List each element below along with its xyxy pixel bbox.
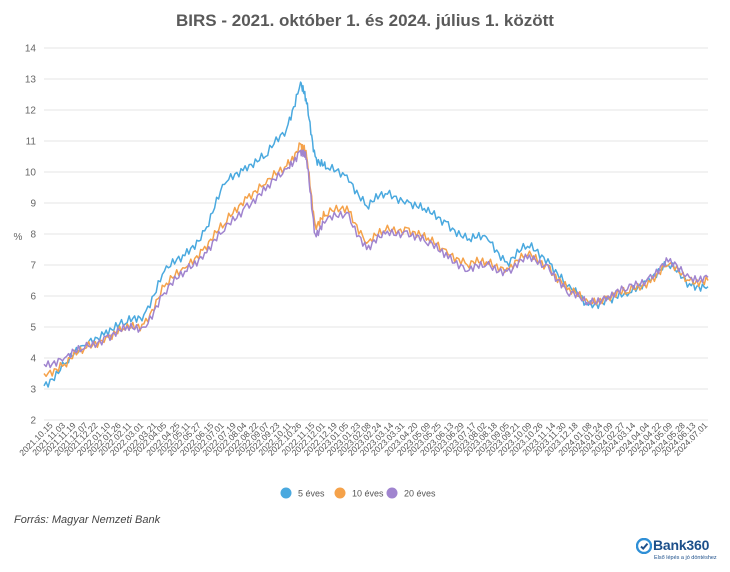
grid — [44, 47, 708, 421]
series-line-3 — [43, 149, 709, 369]
y-tick-label: 3 — [30, 385, 36, 396]
y-tick-label: 8 — [30, 230, 36, 241]
y-tick-label: 10 — [25, 168, 37, 179]
brand-logo: Bank360 Első lépés a jó döntéshez — [636, 536, 717, 564]
series-line-2 — [43, 142, 709, 378]
y-axis-label: % — [14, 232, 23, 243]
brand-tagline: Első lépés a jó döntéshez — [654, 555, 717, 561]
y-tick-label: 2 — [30, 416, 36, 427]
y-tick-label: 12 — [25, 106, 37, 117]
y-tick-label: 14 — [25, 44, 37, 55]
legend-swatch-1 — [280, 487, 292, 499]
y-tick-label: 6 — [30, 292, 36, 303]
legend-swatch-3 — [386, 487, 398, 499]
series-line-1 — [43, 81, 709, 388]
legend-label-3: 20 éves — [404, 489, 436, 499]
chart-title: BIRS - 2021. október 1. és 2024. július … — [176, 11, 554, 30]
y-tick-label: 11 — [26, 137, 37, 148]
y-tick-label: 13 — [25, 75, 37, 86]
bank360-logo-icon — [636, 538, 652, 554]
legend-label-1: 5 éves — [298, 489, 325, 499]
legend: 5 éves 10 éves 20 éves — [280, 487, 436, 499]
brand-name: Bank360 — [653, 537, 710, 553]
legend-label-2: 10 éves — [352, 489, 384, 499]
y-tick-label: 5 — [30, 323, 36, 334]
source-note: Forrás: Magyar Nemzeti Bank — [14, 514, 161, 526]
y-tick-label: 9 — [30, 199, 36, 210]
legend-swatch-2 — [334, 487, 346, 499]
series-group — [43, 81, 709, 388]
x-axis: 2021.10.152021.11.032021.11.192021.12.07… — [17, 420, 709, 458]
y-tick-label: 7 — [30, 261, 36, 272]
y-axis: 2 3 4 5 6 7 8 9 10 11 12 13 14 — [25, 44, 37, 427]
y-tick-label: 4 — [30, 354, 36, 365]
